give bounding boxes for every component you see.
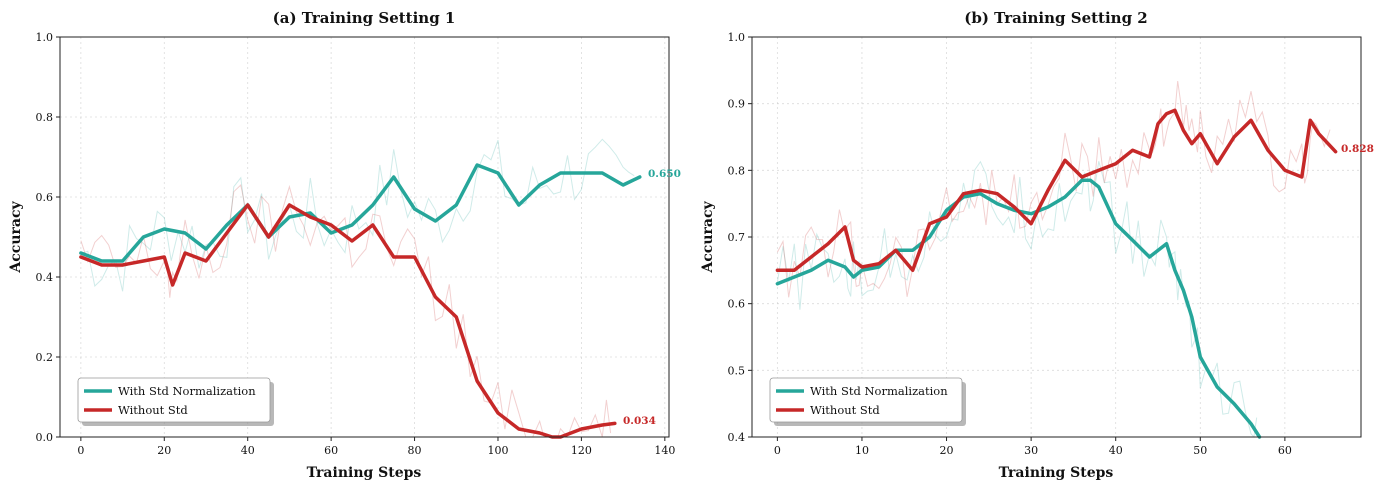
chart-a-end-label-without-std: 0.034	[623, 415, 656, 427]
y-tick-label: 0.4	[728, 431, 746, 444]
x-tick-label: 140	[654, 444, 675, 457]
x-tick-label: 30	[1024, 444, 1038, 457]
chart-a-x-ticks: 0 20 40 60 80 100 120 140	[77, 437, 675, 457]
y-tick-label: 0.8	[36, 111, 54, 124]
y-tick-label: 0.4	[36, 271, 54, 284]
y-tick-label: 1.0	[36, 31, 54, 44]
chart-a-legend: With Std Normalization Without Std	[77, 377, 274, 426]
y-tick-label: 0.6	[36, 191, 54, 204]
chart-a-legend-label-with-std: With Std Normalization	[118, 384, 256, 398]
raw-trace-without-std	[80, 184, 612, 438]
chart-a-plot-frame	[59, 36, 670, 438]
x-tick-label: 120	[571, 444, 592, 457]
chart-a-raw-traces	[80, 138, 635, 438]
chart-a-gridlines	[60, 36, 669, 438]
x-tick-label: 0	[77, 444, 84, 457]
chart-a-x-axis-label: Training Steps	[307, 465, 422, 481]
raw-trace-without-std	[776, 81, 1331, 298]
chart-panel-a: (a) Training Setting 1 0 20 40 60 80 100 120 14…	[8, 9, 681, 481]
chart-b-legend-label-with-std: With Std Normalization	[810, 384, 948, 398]
chart-b-gridlines	[752, 36, 1361, 438]
series-line-with-std	[79, 163, 642, 263]
chart-b-legend: With Std Normalization Without Std	[769, 377, 966, 426]
x-tick-label: 20	[157, 444, 171, 457]
chart-a-legend-box	[77, 377, 271, 423]
series-line-without-std	[79, 203, 617, 439]
x-tick-label: 80	[408, 444, 422, 457]
series-line-without-std	[775, 108, 1338, 273]
chart-b-legend-label-without-std: Without Std	[810, 403, 880, 417]
chart-b-y-ticks: 0.4 0.5 0.6 0.7 0.8 0.9 1.0	[728, 31, 752, 444]
x-tick-label: 10	[855, 444, 869, 457]
chart-a-end-label-with-std: 0.650	[648, 168, 681, 180]
chart-a-y-axis-label: Accuracy	[8, 201, 24, 274]
chart-b-series-lines	[775, 108, 1338, 439]
x-tick-label: 60	[1278, 444, 1292, 457]
chart-a-title: (a) Training Setting 1	[273, 9, 456, 27]
chart-b-x-axis-label: Training Steps	[999, 465, 1114, 481]
y-tick-label: 0.7	[728, 231, 746, 244]
chart-b-legend-box	[769, 377, 963, 423]
x-tick-label: 20	[940, 444, 954, 457]
x-tick-label: 40	[1109, 444, 1123, 457]
y-tick-label: 0.6	[728, 298, 746, 311]
chart-b-title: (b) Training Setting 2	[964, 9, 1148, 27]
chart-b-end-label-without-std: 0.828	[1341, 143, 1374, 155]
x-tick-label: 0	[774, 444, 781, 457]
chart-a-series-lines	[79, 163, 642, 439]
x-tick-label: 100	[487, 444, 508, 457]
y-tick-label: 0.0	[36, 431, 54, 444]
chart-b-y-axis-label: Accuracy	[700, 201, 716, 274]
raw-trace-with-std	[80, 138, 635, 292]
y-tick-label: 0.9	[728, 98, 746, 111]
x-tick-label: 40	[241, 444, 255, 457]
y-tick-label: 0.8	[728, 164, 746, 177]
y-tick-label: 0.5	[728, 364, 746, 377]
y-tick-label: 0.2	[36, 351, 54, 364]
chart-a-legend-label-without-std: Without Std	[118, 403, 188, 417]
y-tick-label: 1.0	[728, 31, 746, 44]
x-tick-label: 60	[324, 444, 338, 457]
chart-b-x-ticks: 0 10 20 30 40 50 60	[774, 437, 1292, 457]
x-tick-label: 50	[1193, 444, 1207, 457]
chart-a-y-ticks: 0.0 0.2 0.4 0.6 0.8 1.0	[36, 31, 60, 444]
chart-panel-b: (b) Training Setting 2 0 10 20 30 40 50 60 0.4…	[700, 9, 1374, 481]
